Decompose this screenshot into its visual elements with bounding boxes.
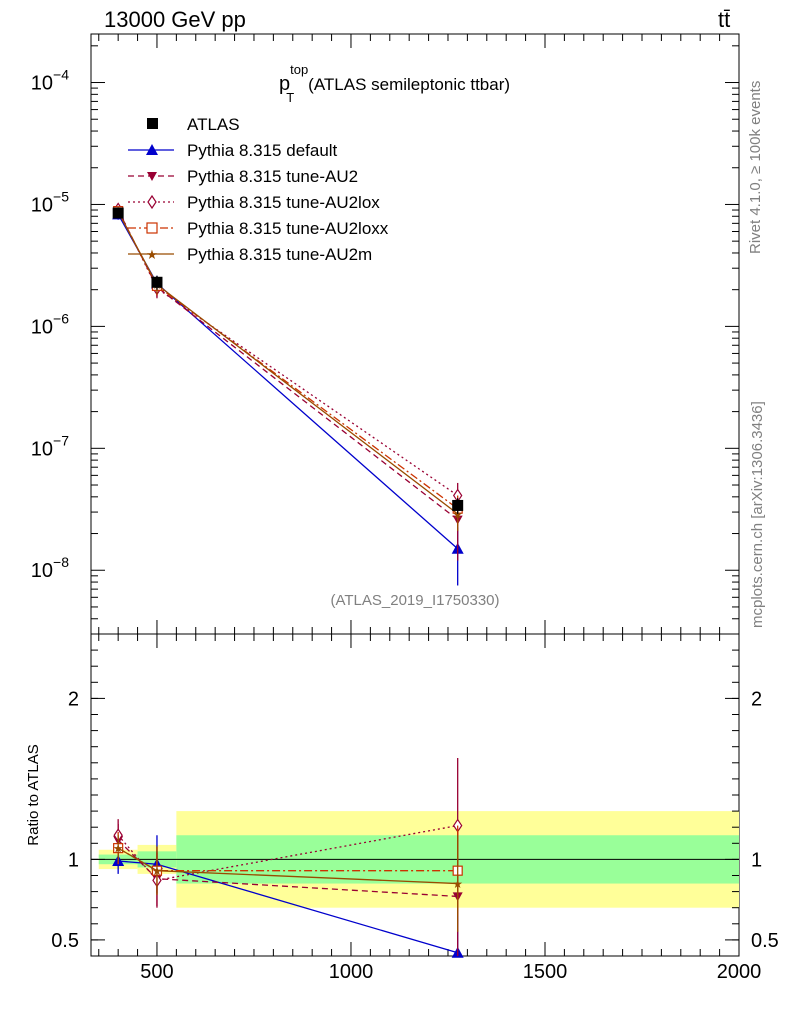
ratio-y-label-left-0.5: 0.5 [51, 930, 79, 952]
main-series-group: ★★★ [112, 202, 464, 586]
legend-label-atlas: ATLAS [187, 115, 240, 134]
ratio-y-axis-label: Ratio to ATLAS [25, 744, 42, 845]
point-atlas-0 [112, 207, 124, 219]
ratio-y-label-right-1: 1 [751, 849, 762, 871]
rivet-label: Rivet 4.1.0, ≥ 100k events [747, 81, 764, 254]
ratio-point-pythia-8-315-tune-au2m-0: ★ [113, 842, 124, 856]
ratio-series-pythia-8-315-tune-au2m: ★ ★ ★ [113, 835, 463, 932]
x-tick-label-1000: 1000 [329, 961, 374, 983]
x-tick-labels: 500 1000 1500 2000 [140, 961, 761, 983]
y-tick-label-1e-7: 10−7 [31, 432, 69, 460]
legend-label-au2: Pythia 8.315 tune-AU2 [187, 167, 358, 186]
y-tick-label-1e-6: 10−6 [31, 310, 69, 338]
mcplots-label: mcplots.cern.ch [arXiv:1306.3436] [749, 401, 766, 628]
legend-label-au2m: Pythia 8.315 tune-AU2m [187, 245, 372, 264]
legend: ATLAS Pythia 8.315 default Pythia 8.315 … [128, 115, 389, 264]
y-tick-label-1e-4: 10−4 [31, 67, 69, 95]
point-atlas-1 [151, 276, 163, 288]
ratio-point-pythia-8-315-tune-au2m-2: ★ [452, 877, 463, 891]
ratio-y-label-right-0.5: 0.5 [751, 930, 779, 952]
analysis-tag: (ATLAS_2019_I1750330) [330, 592, 499, 609]
ratio-y-label-right-2: 2 [751, 688, 762, 710]
legend-entry-atlas: ATLAS [147, 115, 240, 134]
x-tick-label-2000: 2000 [717, 961, 762, 983]
legend-label-au2loxx: Pythia 8.315 tune-AU2loxx [187, 219, 389, 238]
y-tick-label-1e-5: 10−5 [31, 188, 69, 216]
legend-marker-atlas [147, 118, 158, 129]
legend-marker-default [146, 144, 158, 155]
legend-label-default: Pythia 8.315 default [187, 141, 338, 160]
legend-marker-au2lox [147, 194, 157, 210]
main-y-tick-labels: 10−4 10−5 10−6 10−7 10−8 [31, 67, 69, 583]
main-axis-ticks [91, 34, 740, 635]
legend-label-au2lox: Pythia 8.315 tune-AU2lox [187, 193, 380, 212]
legend-entry-au2m: ★ Pythia 8.315 tune-AU2m [128, 245, 372, 264]
legend-marker-au2 [147, 172, 157, 181]
chart-title: ptop T(ATLAS semileptonic ttbar) [279, 62, 510, 105]
series-atlas [112, 207, 464, 514]
legend-entry-au2loxx: Pythia 8.315 tune-AU2loxx [128, 219, 389, 238]
x-tick-label-500: 500 [140, 961, 173, 983]
ratio-point-pythia-8-315-tune-au2m-1: ★ [152, 864, 163, 878]
beam-label: 13000 GeV pp [104, 7, 246, 32]
legend-entry-default: Pythia 8.315 default [128, 141, 338, 160]
line-pythia-8-315-tune-au2lox [117, 209, 459, 497]
main-panel-frame [90, 33, 740, 635]
y-tick-label-1e-8: 10−8 [31, 554, 69, 582]
ratio-panel-frame [90, 633, 740, 957]
ratio-series-group: ★ ★ ★ [112, 757, 464, 958]
point-pythia-8-315-tune-au2m-2: ★ [452, 507, 463, 521]
legend-entry-au2: Pythia 8.315 tune-AU2 [128, 167, 358, 186]
legend-marker-au2loxx [146, 222, 158, 234]
legend-marker-au2m: ★ [146, 248, 158, 263]
x-tick-label-1500: 1500 [523, 961, 568, 983]
point-atlas-2 [452, 499, 464, 511]
process-label: tt̄ [718, 7, 730, 32]
ratio-y-label-left-2: 2 [68, 688, 79, 710]
legend-entry-au2lox: Pythia 8.315 tune-AU2lox [128, 193, 380, 212]
ratio-y-tick-labels: 0.5 1 2 0.5 1 2 [51, 688, 779, 952]
ratio-y-label-left-1: 1 [68, 849, 79, 871]
ratio-axis-ticks [91, 634, 740, 956]
